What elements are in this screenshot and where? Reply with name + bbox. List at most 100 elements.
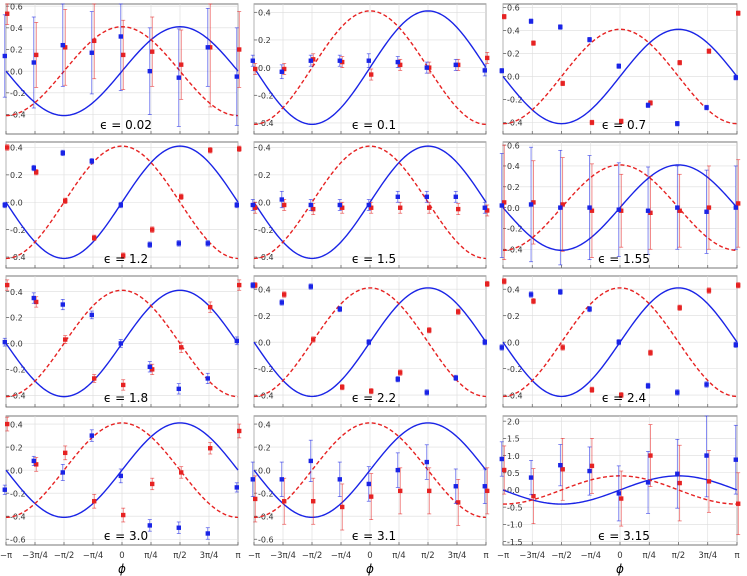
blue-data-point bbox=[337, 58, 342, 63]
blue-data-point bbox=[587, 205, 592, 210]
panel-12: -1.5 -1.0 -0.5 0.0 0.5 1.0 1.5 2.0 ϵ = 3.15 bbox=[499, 415, 741, 547]
panel-label: ϵ = 1.55 bbox=[598, 252, 650, 266]
red-data-point bbox=[706, 48, 712, 54]
panel-label: ϵ = 0.7 bbox=[602, 118, 646, 132]
panel-3: -0.4 -0.2 0.0 0.2 0.4 0.6 ϵ = 0.7 bbox=[499, 3, 741, 135]
blue-data-point bbox=[424, 390, 430, 395]
red-data-point bbox=[33, 462, 39, 467]
blue-data-point bbox=[147, 364, 153, 369]
y-tick-label: 0.2 bbox=[258, 312, 271, 321]
blue-data-point bbox=[482, 205, 488, 210]
y-tick-label: -0.4 bbox=[258, 391, 274, 400]
y-tick-label: 0.2 bbox=[507, 50, 520, 59]
y-tick-label: -0.4 bbox=[258, 119, 274, 128]
y-tick-label: 0.4 bbox=[10, 144, 23, 153]
y-tick-label: 0.2 bbox=[258, 36, 271, 45]
blue-data-point bbox=[234, 485, 240, 490]
blue-data-point bbox=[482, 339, 488, 345]
red-data-point bbox=[208, 446, 213, 451]
y-tick-label: -0.2 bbox=[258, 489, 274, 498]
blue-data-point bbox=[558, 205, 563, 210]
y-tick-label: -0.4 bbox=[10, 253, 26, 262]
red-data-point bbox=[208, 304, 213, 310]
red-data-point bbox=[736, 11, 741, 16]
red-data-point bbox=[281, 202, 287, 208]
x-tick-label: 3π/4 bbox=[448, 551, 467, 561]
blue-data-point bbox=[616, 491, 621, 496]
y-tick-label: 1.5 bbox=[507, 435, 520, 444]
red-data-point bbox=[677, 208, 682, 213]
red-data-point bbox=[485, 55, 490, 61]
y-tick-label: -0.4 bbox=[507, 391, 523, 400]
blue-data-point bbox=[558, 24, 563, 30]
x-tick-label: 3π/4 bbox=[698, 551, 717, 561]
y-tick-label: 0.4 bbox=[10, 288, 23, 297]
panel-label: ϵ = 1.2 bbox=[104, 252, 148, 266]
red-model-curve bbox=[502, 28, 738, 125]
blue-data-point bbox=[118, 34, 123, 39]
red-data-point bbox=[91, 38, 97, 44]
y-tick-label: 0.2 bbox=[258, 443, 271, 452]
panel-label: ϵ = 3.15 bbox=[598, 529, 650, 543]
red-data-point bbox=[252, 496, 258, 502]
blue-data-point bbox=[337, 306, 342, 312]
red-data-point bbox=[339, 205, 345, 210]
red-data-point bbox=[398, 370, 403, 375]
x-tick-label: −π/2 bbox=[54, 551, 75, 561]
red-data-point bbox=[281, 499, 287, 504]
panel-label: ϵ = 2.2 bbox=[352, 391, 396, 405]
red-model-curve bbox=[5, 422, 239, 519]
y-tick-label: 0.0 bbox=[507, 204, 520, 213]
panel-label: ϵ = 3.0 bbox=[104, 529, 148, 543]
y-tick-label: 0.4 bbox=[507, 285, 520, 294]
y-tick-label: -0.4 bbox=[10, 111, 26, 120]
y-tick-label: 1.0 bbox=[507, 452, 520, 461]
y-tick-label: 0.2 bbox=[10, 171, 23, 180]
y-tick-label: -0.5 bbox=[507, 503, 523, 512]
y-tick-label: -0.2 bbox=[258, 226, 274, 235]
y-tick-label: 0.0 bbox=[10, 466, 23, 475]
blue-data-point bbox=[395, 377, 401, 382]
blue-data-point bbox=[645, 208, 651, 213]
blue-data-point bbox=[482, 68, 488, 73]
blue-data-point bbox=[89, 312, 94, 318]
blue-data-point bbox=[279, 197, 284, 202]
red-data-point bbox=[252, 205, 258, 210]
y-tick-label: -0.4 bbox=[10, 512, 26, 521]
panel-6: -0.4 -0.2 0.0 0.2 0.4 0.6 ϵ = 1.55 bbox=[499, 141, 741, 269]
blue-data-point bbox=[279, 300, 284, 305]
y-tick-label: -0.2 bbox=[258, 91, 274, 100]
panel-label: ϵ = 3.1 bbox=[352, 529, 396, 543]
blue-data-point bbox=[499, 68, 504, 73]
red-data-point bbox=[252, 283, 258, 288]
red-data-point bbox=[706, 288, 712, 293]
blue-data-point bbox=[250, 58, 255, 63]
blue-data-point bbox=[279, 477, 284, 482]
x-axis-label: ϕ bbox=[118, 562, 126, 576]
red-data-point bbox=[398, 488, 403, 494]
x-tick-label: π/4 bbox=[392, 551, 405, 561]
y-tick-label: 0.6 bbox=[507, 4, 520, 13]
red-data-point bbox=[427, 205, 432, 210]
y-tick-label: 0.4 bbox=[10, 420, 23, 429]
blue-data-point bbox=[453, 194, 459, 199]
y-tick-label: 0.2 bbox=[10, 443, 23, 452]
red-data-point bbox=[736, 501, 741, 506]
blue-data-point bbox=[616, 207, 621, 212]
x-tick-label: π/2 bbox=[421, 551, 434, 561]
red-data-point bbox=[281, 66, 287, 72]
x-tick-label: π/4 bbox=[643, 551, 656, 561]
x-tick-label: 3π/4 bbox=[200, 551, 219, 561]
blue-data-point bbox=[482, 484, 488, 489]
red-data-point bbox=[619, 208, 624, 213]
y-tick-label: 0.6 bbox=[10, 2, 23, 11]
blue-data-point bbox=[587, 306, 592, 312]
blue-data-point bbox=[733, 205, 739, 210]
blue-data-point bbox=[118, 202, 123, 208]
blue-data-point bbox=[675, 121, 680, 126]
red-data-point bbox=[310, 57, 316, 62]
red-data-point bbox=[252, 66, 258, 72]
red-data-point bbox=[310, 499, 316, 504]
blue-data-point bbox=[499, 345, 504, 350]
x-tick-label: −3π/4 bbox=[270, 551, 296, 561]
